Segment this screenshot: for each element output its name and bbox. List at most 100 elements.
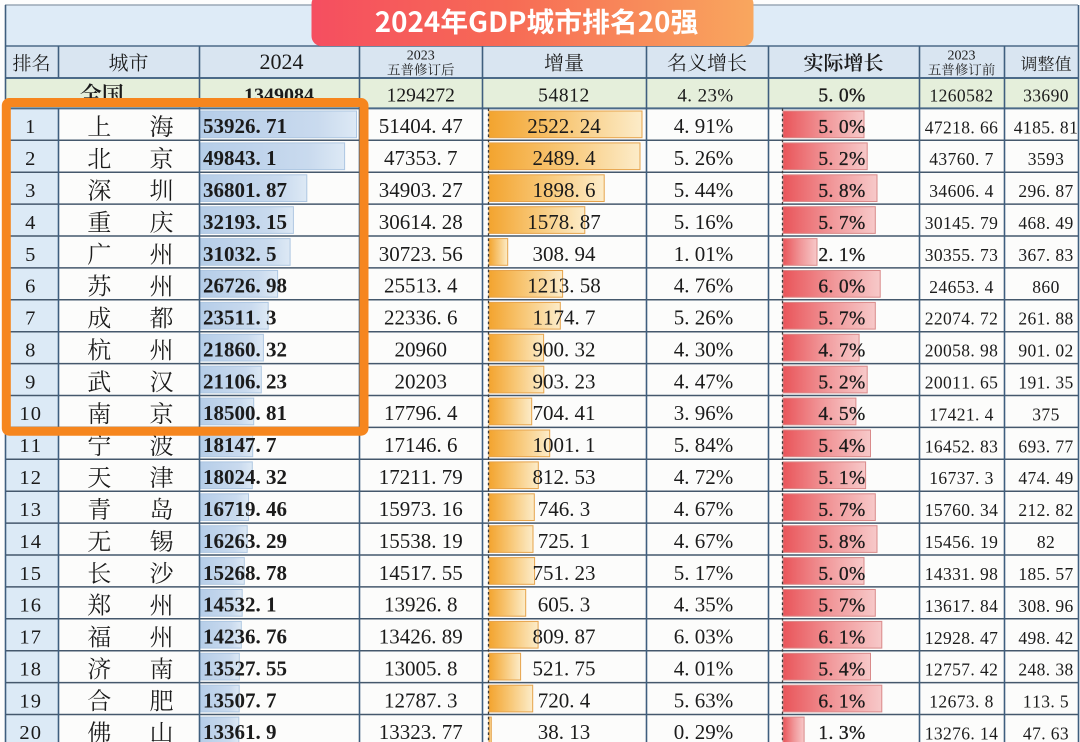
svg-text:5. 16%: 5. 16%: [674, 210, 734, 234]
svg-text:5. 0%: 5. 0%: [818, 85, 865, 106]
svg-text:12928. 47: 12928. 47: [925, 628, 999, 648]
svg-text:5. 84%: 5. 84%: [674, 433, 734, 457]
svg-text:860: 860: [1032, 277, 1059, 297]
svg-text:693. 77: 693. 77: [1018, 436, 1073, 456]
svg-text:4. 67%: 4. 67%: [674, 497, 734, 521]
svg-text:4. 76%: 4. 76%: [674, 274, 734, 298]
svg-text:903. 23: 903. 23: [533, 369, 596, 393]
svg-text:32193. 15: 32193. 15: [203, 210, 287, 234]
svg-text:5. 0%: 5. 0%: [818, 564, 865, 585]
svg-text:6: 6: [25, 276, 36, 298]
svg-text:5. 8%: 5. 8%: [818, 181, 865, 202]
svg-text:900. 32: 900. 32: [533, 337, 596, 361]
svg-text:4. 7%: 4. 7%: [818, 340, 865, 361]
svg-text:746. 3: 746. 3: [538, 497, 591, 521]
svg-text:30614. 28: 30614. 28: [379, 210, 463, 234]
svg-text:15268. 78: 15268. 78: [203, 561, 287, 585]
svg-text:113. 5: 113. 5: [1023, 692, 1069, 712]
svg-text:0. 29%: 0. 29%: [674, 720, 734, 742]
svg-text:13: 13: [19, 499, 42, 521]
svg-text:14532. 1: 14532. 1: [203, 593, 277, 617]
svg-text:22074. 72: 22074. 72: [925, 309, 999, 329]
svg-text:13276. 14: 13276. 14: [925, 724, 999, 742]
svg-text:82: 82: [1037, 532, 1055, 552]
svg-text:14331. 98: 14331. 98: [925, 564, 999, 584]
svg-text:5. 2%: 5. 2%: [818, 372, 865, 393]
svg-text:18147. 7: 18147. 7: [203, 433, 277, 457]
svg-text:51404. 47: 51404. 47: [379, 114, 463, 138]
svg-text:9: 9: [25, 371, 36, 393]
svg-text:1260582: 1260582: [929, 85, 993, 105]
svg-text:24653. 4: 24653. 4: [929, 277, 993, 297]
svg-text:2: 2: [25, 148, 36, 170]
svg-text:33690: 33690: [1023, 85, 1069, 105]
svg-text:5. 26%: 5. 26%: [674, 146, 734, 170]
svg-text:8: 8: [25, 339, 36, 361]
svg-text:4. 01%: 4. 01%: [674, 656, 734, 680]
svg-text:5. 26%: 5. 26%: [674, 306, 734, 330]
svg-text:474. 49: 474. 49: [1018, 468, 1073, 488]
svg-text:5. 4%: 5. 4%: [818, 659, 865, 680]
svg-text:6. 0%: 6. 0%: [818, 277, 865, 298]
svg-text:5. 0%: 5. 0%: [818, 117, 865, 138]
svg-text:5. 4%: 5. 4%: [818, 436, 865, 457]
svg-text:19: 19: [19, 690, 42, 712]
svg-text:5: 5: [25, 244, 36, 266]
svg-text:521. 75: 521. 75: [533, 656, 596, 680]
svg-text:36801. 87: 36801. 87: [203, 178, 287, 202]
svg-text:261. 88: 261. 88: [1018, 309, 1073, 329]
svg-text:26726. 98: 26726. 98: [203, 274, 287, 298]
svg-text:31032. 5: 31032. 5: [203, 242, 277, 266]
svg-text:16: 16: [19, 595, 42, 617]
svg-text:47218. 66: 47218. 66: [925, 117, 999, 137]
svg-text:5. 7%: 5. 7%: [818, 213, 865, 234]
svg-text:47353. 7: 47353. 7: [384, 146, 458, 170]
svg-text:3: 3: [25, 180, 36, 202]
svg-text:13361. 9: 13361. 9: [203, 720, 277, 742]
svg-text:21106. 23: 21106. 23: [203, 369, 287, 393]
svg-text:4. 67%: 4. 67%: [674, 529, 734, 553]
svg-text:6. 1%: 6. 1%: [818, 691, 865, 712]
svg-text:3593: 3593: [1028, 149, 1065, 169]
svg-text:5. 8%: 5. 8%: [818, 532, 865, 553]
svg-text:17: 17: [19, 627, 42, 649]
svg-text:13617. 84: 13617. 84: [925, 596, 999, 616]
svg-text:605. 3: 605. 3: [538, 593, 591, 617]
svg-text:901. 02: 901. 02: [1018, 341, 1073, 361]
svg-text:20058. 98: 20058. 98: [925, 341, 999, 361]
svg-text:18500. 81: 18500. 81: [203, 401, 287, 425]
svg-text:14236. 76: 14236. 76: [203, 625, 287, 649]
svg-text:1294272: 1294272: [387, 85, 455, 106]
svg-text:25513. 4: 25513. 4: [384, 274, 458, 298]
svg-text:2023: 2023: [407, 49, 435, 64]
svg-text:751. 23: 751. 23: [533, 561, 596, 585]
svg-text:18: 18: [19, 658, 42, 680]
svg-text:14: 14: [19, 531, 42, 553]
svg-text:1: 1: [25, 116, 36, 138]
svg-text:43760. 7: 43760. 7: [929, 149, 993, 169]
svg-text:11: 11: [19, 435, 42, 457]
svg-text:13527. 55: 13527. 55: [203, 656, 287, 680]
svg-text:1578. 87: 1578. 87: [527, 210, 601, 234]
svg-text:34903. 27: 34903. 27: [379, 178, 463, 202]
svg-text:49843. 1: 49843. 1: [203, 146, 277, 170]
svg-text:6. 1%: 6. 1%: [818, 628, 865, 649]
svg-text:5. 17%: 5. 17%: [674, 561, 734, 585]
svg-text:4. 35%: 4. 35%: [674, 593, 734, 617]
svg-text:23511. 3: 23511. 3: [203, 306, 277, 330]
svg-text:20203: 20203: [395, 369, 448, 393]
svg-text:22336. 6: 22336. 6: [384, 306, 458, 330]
svg-text:16452. 83: 16452. 83: [925, 436, 999, 456]
svg-text:30355. 73: 30355. 73: [925, 245, 999, 265]
svg-text:296. 87: 296. 87: [1018, 181, 1073, 201]
svg-text:13507. 7: 13507. 7: [203, 688, 277, 712]
svg-text:17796. 4: 17796. 4: [384, 401, 458, 425]
svg-text:14517. 55: 14517. 55: [379, 561, 463, 585]
svg-text:2522. 24: 2522. 24: [527, 114, 601, 138]
svg-text:212. 82: 212. 82: [1018, 500, 1073, 520]
svg-text:13323. 77: 13323. 77: [379, 720, 463, 742]
svg-text:248. 38: 248. 38: [1018, 660, 1073, 680]
svg-text:367. 83: 367. 83: [1018, 245, 1073, 265]
svg-text:18024. 32: 18024. 32: [203, 465, 287, 489]
svg-text:4. 91%: 4. 91%: [674, 114, 734, 138]
